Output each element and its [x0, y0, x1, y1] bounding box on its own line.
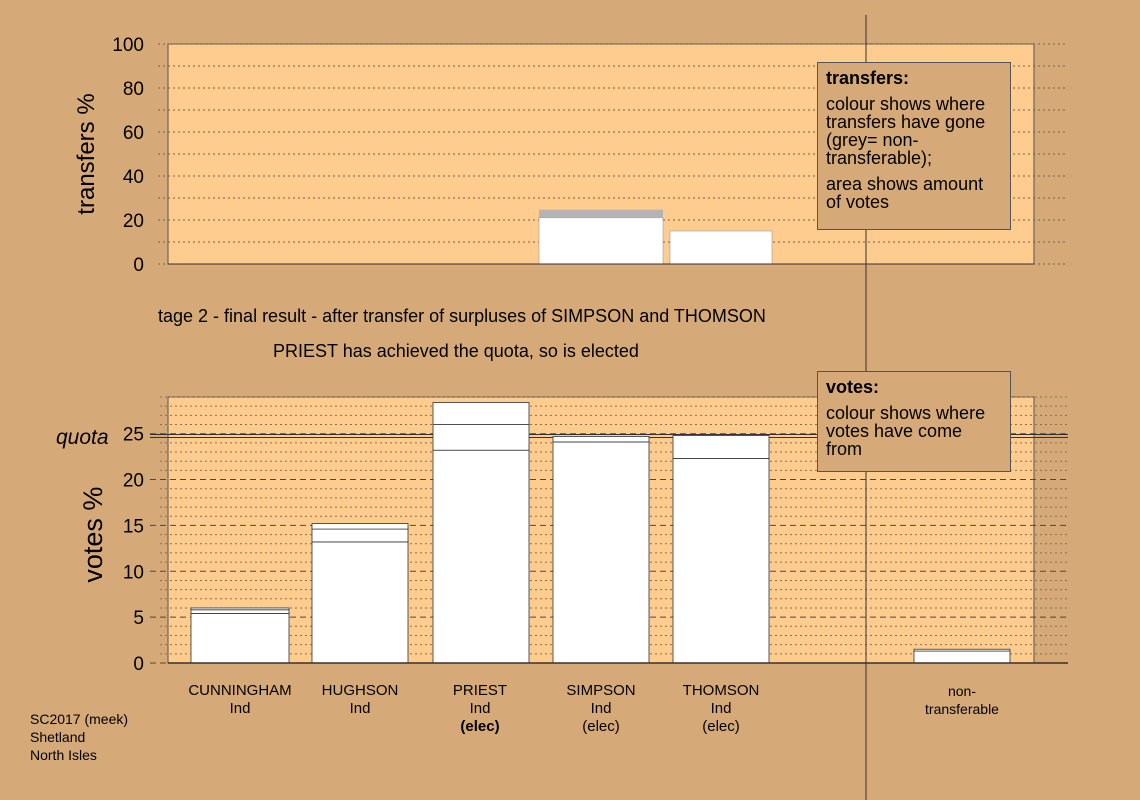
vote-bar-segment — [552, 441, 650, 664]
footer-line: North Isles — [30, 747, 97, 763]
y-tick-label: 0 — [133, 654, 144, 675]
y-tick-label: 20 — [123, 211, 144, 232]
candidate-label-hughson: HUGHSON Ind — [295, 682, 425, 718]
candidate-party: Ind — [349, 700, 371, 717]
candidate-party: Ind — [229, 700, 251, 717]
vote-bar-segment — [913, 650, 1011, 664]
vote-bar-segment — [190, 607, 290, 611]
transfers-legend-body: colour shows where transfers have gone (… — [826, 94, 986, 168]
candidate-name: THOMSON — [682, 682, 760, 699]
transfers-legend: transfers: colour shows where transfers … — [817, 62, 1011, 230]
stage-title: tage 2 - final result - after transfer o… — [158, 306, 766, 326]
y-axis-label: transfers % — [73, 93, 100, 214]
vote-bar-segment — [311, 523, 409, 530]
y-tick-label: 5 — [133, 608, 144, 629]
candidate-label-non-transferable: non- transferable — [897, 682, 1027, 718]
transfers-legend-title: transfers: — [826, 68, 910, 88]
transfers-legend-body2: area shows amount of votes — [826, 174, 984, 212]
y-tick-label: 15 — [123, 516, 144, 537]
transfer-bar-segment — [538, 217, 664, 265]
y-tick-label: 20 — [123, 471, 144, 492]
y-tick-label: 100 — [112, 35, 144, 56]
candidate-label-cunningham: CUNNINGHAM Ind — [175, 682, 305, 718]
candidate-name: PRIEST — [452, 682, 508, 699]
footer: SC2017 (meek) Shetland North Isles — [30, 710, 128, 764]
candidate-party: transferable — [925, 701, 999, 717]
vote-bar-segment — [432, 402, 530, 425]
votes-legend-body: colour shows where votes have come from — [826, 403, 986, 459]
candidate-label-thomson: THOMSON Ind (elec) — [656, 682, 786, 736]
candidate-name: non- — [947, 683, 977, 699]
y-tick-label: 80 — [123, 79, 144, 100]
candidate-name: CUNNINGHAM — [188, 682, 292, 699]
elected-subtitle: PRIEST has achieved the quota, so is ele… — [273, 341, 639, 361]
footer-line: SC2017 (meek) — [30, 711, 129, 727]
vote-bar-segment — [432, 424, 530, 451]
candidate-label-simpson: SIMPSON Ind (elec) — [536, 682, 666, 736]
candidate-party: Ind — [710, 700, 732, 717]
vote-bar-segment — [190, 613, 290, 664]
candidate-party: Ind — [469, 700, 491, 717]
candidate-name: SIMPSON — [566, 682, 636, 699]
y-tick-label: 40 — [123, 167, 144, 188]
y-tick-label: 25 — [123, 425, 144, 446]
y-tick-label: 10 — [123, 562, 144, 583]
candidate-name: HUGHSON — [321, 682, 399, 699]
transfer-bar-segment — [539, 209, 663, 218]
vote-bar-segment — [672, 435, 770, 459]
vote-bar-segment — [311, 528, 409, 543]
y-tick-label: 0 — [133, 255, 144, 276]
candidate-label-priest: PRIEST Ind (elec) — [415, 682, 545, 736]
candidate-status: (elec) — [460, 718, 500, 735]
votes-legend: votes: colour shows where votes have com… — [817, 371, 1011, 472]
vote-bar-segment — [432, 449, 530, 664]
votes-legend-title: votes: — [826, 377, 880, 397]
vote-bar-segment — [190, 609, 290, 614]
candidate-party: Ind — [590, 700, 612, 717]
vote-bar-segment — [672, 458, 770, 664]
y-axis-label: votes % — [78, 487, 108, 583]
candidate-status: (elec) — [702, 718, 740, 735]
candidate-status: (elec) — [582, 718, 620, 735]
footer-line: Shetland — [30, 729, 86, 745]
transfer-bar-segment — [669, 230, 773, 265]
vote-bar-segment — [311, 541, 409, 664]
vote-bar-segment — [913, 648, 1011, 652]
y-tick-label: 60 — [123, 123, 144, 144]
quota-label: quota — [56, 426, 109, 449]
vote-bar-segment — [552, 436, 650, 443]
